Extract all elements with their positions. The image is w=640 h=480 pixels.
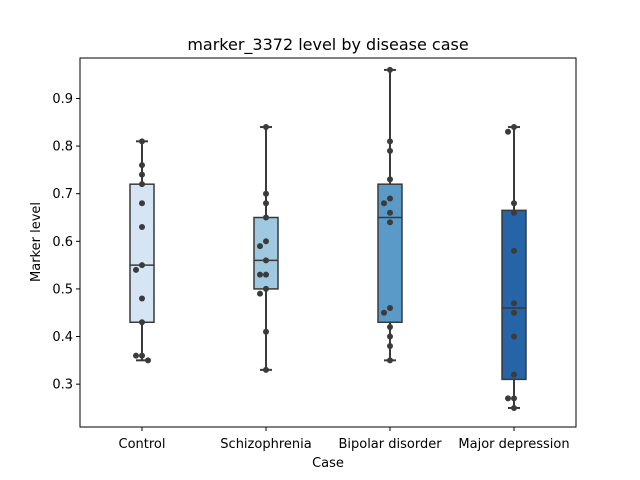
data-point [263, 271, 269, 278]
y-tick-label: 0.9 [52, 92, 73, 107]
data-point [511, 300, 517, 307]
data-point [387, 357, 393, 364]
data-point [387, 324, 393, 331]
data-point [381, 309, 387, 316]
data-point [263, 214, 269, 221]
data-point [139, 224, 145, 231]
data-point [387, 219, 393, 226]
data-point [387, 209, 393, 216]
data-point [257, 290, 263, 297]
data-point [263, 124, 269, 131]
data-point [263, 200, 269, 207]
data-point [263, 257, 269, 264]
y-tick-label: 0.3 [52, 378, 73, 393]
data-point [139, 262, 145, 269]
data-point [511, 404, 517, 411]
data-point [139, 319, 145, 326]
data-point [511, 124, 517, 131]
data-point [381, 200, 387, 207]
data-point [387, 147, 393, 154]
data-point [263, 328, 269, 335]
plot-area [79, 57, 577, 428]
data-point [139, 352, 145, 359]
data-point [511, 371, 517, 378]
data-point [511, 209, 517, 216]
x-tick-label: Major depression [458, 437, 569, 452]
data-point [263, 190, 269, 197]
y-tick-label: 0.5 [52, 282, 73, 297]
y-axis: 0.3 0.4 0.5 0.6 0.7 0.8 0.9 [52, 92, 80, 393]
data-point [505, 395, 511, 402]
iqr-box [253, 216, 279, 290]
data-point [263, 238, 269, 245]
iqr-box [377, 183, 403, 324]
x-axis-label: Case [312, 456, 344, 471]
data-point [387, 176, 393, 183]
data-point [133, 266, 139, 273]
x-tick-label: Bipolar disorder [338, 437, 442, 452]
data-point [387, 195, 393, 202]
chart-marks [129, 66, 527, 411]
x-axis: Control Schizophrenia Bipolar disorder Majo… [119, 427, 570, 452]
data-point [387, 343, 393, 350]
data-point [511, 395, 517, 402]
data-point [511, 333, 517, 340]
data-point [133, 352, 139, 359]
y-axis-label: Marker level [29, 202, 44, 282]
data-point [263, 366, 269, 373]
data-point [387, 304, 393, 311]
box-bipolar-disorder [377, 68, 403, 362]
data-point [511, 309, 517, 316]
y-tick-label: 0.6 [52, 235, 73, 250]
data-point [263, 285, 269, 292]
data-point [139, 138, 145, 145]
x-tick-label: Schizophrenia [220, 437, 311, 452]
y-tick-label: 0.4 [52, 330, 73, 345]
data-point [511, 247, 517, 254]
data-point [145, 357, 151, 364]
data-point [257, 243, 263, 250]
y-tick-label: 0.7 [52, 187, 73, 202]
data-point [139, 171, 145, 178]
data-point [139, 200, 145, 207]
data-point [139, 162, 145, 169]
data-point [257, 271, 263, 278]
data-point [505, 128, 511, 135]
data-point [387, 333, 393, 340]
data-point [387, 66, 393, 73]
iqr-box [501, 209, 527, 381]
data-point [387, 138, 393, 145]
box-major-depression [501, 126, 527, 409]
data-point [139, 295, 145, 302]
y-tick-label: 0.8 [52, 140, 73, 155]
data-point [139, 181, 145, 188]
x-tick-label: Control [119, 437, 166, 452]
data-point [511, 200, 517, 207]
chart-title: marker_3372 level by disease case [187, 35, 468, 55]
